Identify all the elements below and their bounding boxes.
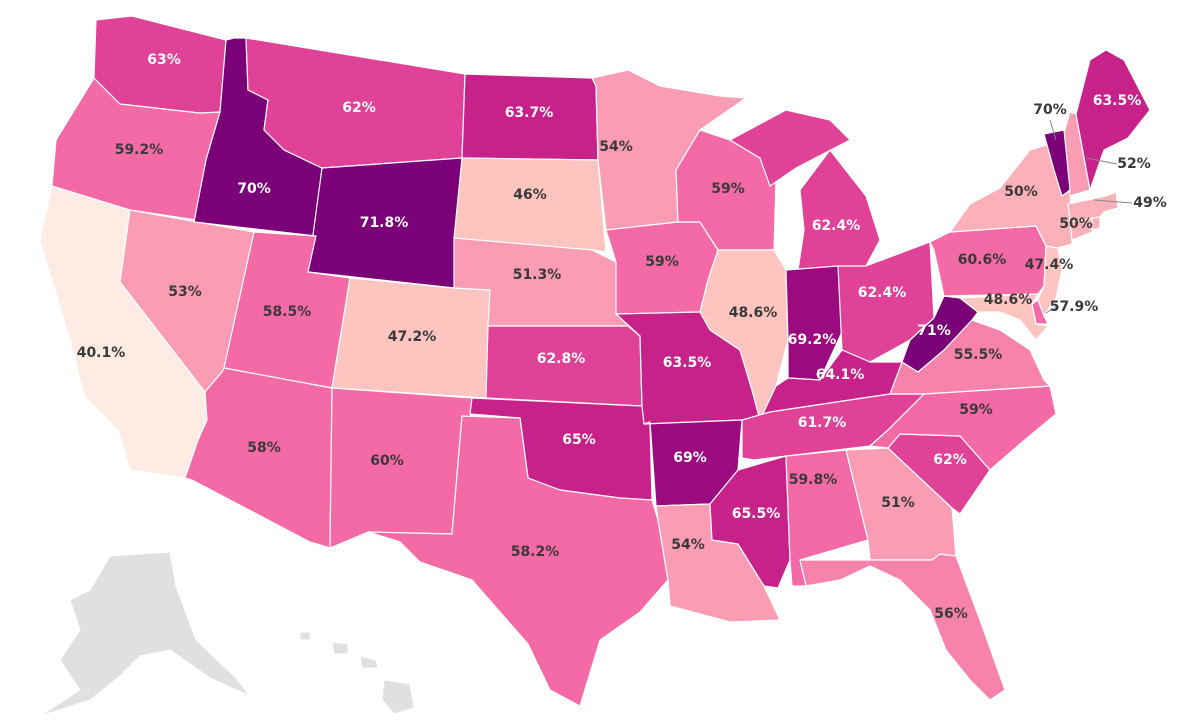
state-label-tx: 58.2% bbox=[511, 544, 560, 560]
state-label-mo: 63.5% bbox=[663, 355, 712, 371]
state-label-va: 55.5% bbox=[954, 347, 1003, 363]
state-tx bbox=[367, 415, 669, 707]
state-wi bbox=[675, 129, 777, 251]
state-sd bbox=[453, 157, 607, 253]
state-label-id: 70% bbox=[237, 181, 271, 197]
state-vt bbox=[1043, 129, 1071, 197]
state-label-wv: 71% bbox=[917, 323, 951, 339]
state-label-mt: 62% bbox=[342, 100, 376, 116]
state-label-sd: 46% bbox=[513, 187, 547, 203]
state-label-wi: 59% bbox=[711, 181, 745, 197]
state-label-wa: 63% bbox=[147, 52, 181, 68]
state-label-nv: 53% bbox=[168, 284, 202, 300]
leader-line-de bbox=[1045, 306, 1057, 314]
state-hi bbox=[299, 631, 415, 715]
state-label-ct: 50% bbox=[1059, 216, 1093, 232]
state-label-nm: 60% bbox=[370, 453, 404, 469]
state-fl bbox=[799, 553, 1006, 701]
leader-line-vt bbox=[1049, 119, 1057, 141]
state-label-de: 57.9% bbox=[1050, 299, 1099, 315]
state-label-ky: 64.1% bbox=[816, 367, 865, 383]
state-label-wy: 71.8% bbox=[360, 215, 409, 231]
state-label-me: 63.5% bbox=[1093, 93, 1142, 109]
state-wa bbox=[93, 15, 227, 114]
state-nc bbox=[869, 385, 1057, 471]
state-label-in: 69.2% bbox=[788, 332, 837, 348]
state-label-ks: 62.8% bbox=[537, 351, 586, 367]
state-label-az: 58% bbox=[247, 440, 281, 456]
state-label-fl: 56% bbox=[934, 606, 968, 622]
state-label-ma: 49% bbox=[1133, 195, 1167, 211]
state-label-ms: 65.5% bbox=[732, 506, 781, 522]
state-label-ok: 65% bbox=[562, 432, 596, 448]
state-label-ne: 51.3% bbox=[513, 267, 562, 283]
state-label-ia: 59% bbox=[645, 254, 679, 270]
state-label-tn: 61.7% bbox=[798, 415, 847, 431]
state-az bbox=[184, 367, 333, 549]
leader-line-ma bbox=[1093, 199, 1133, 204]
state-label-mi: 62.4% bbox=[812, 218, 861, 234]
state-label-mn: 54% bbox=[599, 139, 633, 155]
state-label-ut: 58.5% bbox=[263, 304, 312, 320]
state-label-ar: 69% bbox=[673, 450, 707, 466]
state-wv bbox=[901, 295, 979, 373]
state-label-la: 54% bbox=[671, 537, 705, 553]
leader-line-nh bbox=[1085, 157, 1118, 165]
state-label-co: 47.2% bbox=[388, 329, 437, 345]
state-md bbox=[959, 293, 1049, 341]
state-label-md: 48.6% bbox=[984, 292, 1033, 308]
state-label-nd: 63.7% bbox=[505, 105, 554, 121]
states-layer bbox=[39, 15, 1151, 717]
state-label-nh: 52% bbox=[1117, 156, 1151, 172]
state-label-nc: 59% bbox=[959, 402, 993, 418]
state-label-vt: 70% bbox=[1033, 102, 1067, 118]
state-label-ca: 40.1% bbox=[77, 345, 126, 361]
state-label-ny: 50% bbox=[1004, 184, 1038, 200]
state-label-oh: 62.4% bbox=[858, 285, 907, 301]
state-nj bbox=[1037, 245, 1063, 317]
state-labels: 40.1% 59.2% 63% 53% 70% 62% 71.8% 58.5% 58% 47.2%… bbox=[77, 52, 1167, 622]
state-label-pa: 60.6% bbox=[958, 252, 1007, 268]
state-label-sc: 62% bbox=[933, 452, 967, 468]
state-ak bbox=[39, 551, 251, 717]
state-il bbox=[699, 249, 789, 421]
state-label-il: 48.6% bbox=[729, 305, 778, 321]
state-ri bbox=[1091, 216, 1101, 231]
state-label-nj: 47.4% bbox=[1025, 257, 1074, 273]
state-label-al: 59.8% bbox=[789, 472, 838, 488]
leader-lines bbox=[1045, 119, 1133, 314]
state-label-or: 59.2% bbox=[115, 142, 164, 158]
state-ma bbox=[1067, 191, 1119, 223]
state-label-ga: 51% bbox=[881, 495, 915, 511]
state-me bbox=[1075, 49, 1151, 191]
